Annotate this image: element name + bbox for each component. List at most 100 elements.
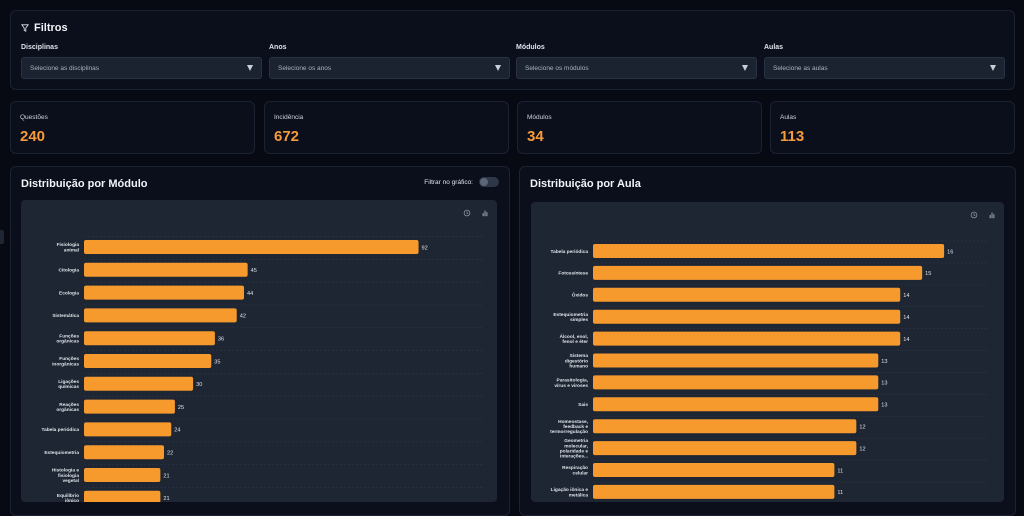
- filters-header: Filtros: [21, 22, 68, 34]
- bar-value-label: 13: [881, 359, 887, 365]
- category-label: Respiração celular: [562, 465, 588, 476]
- category-label: Parasitologia, vírus e viroses: [554, 378, 588, 389]
- bar[interactable]: [84, 240, 419, 254]
- filter-aulas: Aulas Selecione as aulas: [764, 44, 1005, 79]
- bar[interactable]: [84, 468, 161, 482]
- category-label: Sais: [578, 402, 588, 408]
- module-chart: 92 Fisiologia animal 45 Citologia 44 Ecologia 4…: [21, 200, 497, 502]
- category-label: Citologia: [58, 268, 79, 274]
- metric-card-modulos: Módulos 34: [517, 101, 762, 154]
- bar[interactable]: [84, 422, 172, 437]
- bar-value-label: 13: [881, 403, 887, 409]
- modulos-select[interactable]: Selecione os módulos: [516, 57, 757, 79]
- metric-card-incidencia: Incidência 672: [264, 101, 509, 154]
- bar-value-label: 15: [925, 271, 931, 277]
- filter-label: Módulos: [516, 44, 545, 51]
- bar-value-label: 45: [251, 268, 257, 274]
- module-distribution-panel: Distribuição por Módulo Filtrar no gráfi…: [10, 166, 510, 516]
- bar[interactable]: [593, 331, 901, 346]
- category-label: Histologia e fisiologia vegetal: [52, 468, 80, 484]
- bar-value-label: 21: [163, 473, 169, 479]
- bar-value-label: 11: [837, 490, 843, 496]
- bar[interactable]: [593, 441, 857, 456]
- bar-value-label: 21: [163, 496, 169, 502]
- category-label: Ligação iônica e metálica: [551, 487, 589, 498]
- history-icon[interactable]: [463, 209, 471, 217]
- bar[interactable]: [593, 244, 945, 258]
- category-label: Funções orgânicas: [56, 333, 79, 344]
- select-placeholder: Selecione os anos: [278, 64, 332, 72]
- anos-select[interactable]: Selecione os anos: [269, 57, 510, 79]
- category-label: Estequiometria simples: [553, 312, 588, 323]
- filter-label: Anos: [269, 44, 287, 51]
- bar[interactable]: [593, 265, 923, 280]
- category-label: Tabela periódica: [551, 249, 589, 255]
- select-placeholder: Selecione as disciplinas: [30, 64, 100, 72]
- bar-value-label: 24: [174, 428, 180, 434]
- category-label: Tabela periódica: [42, 427, 80, 433]
- bar[interactable]: [84, 376, 194, 391]
- category-label: Reações orgânicas: [56, 402, 79, 413]
- category-label: Funções inorgânicas: [52, 356, 79, 367]
- aula-chart: 16 Tabela periódica 15 Fotossíntese 14 Óxidos…: [531, 202, 1004, 502]
- bar[interactable]: [593, 484, 835, 499]
- bar[interactable]: [593, 353, 879, 368]
- bar-value-label: 16: [947, 249, 953, 255]
- bar-chart-icon[interactable]: [988, 211, 996, 219]
- category-label: Álcool, enol, fenol e éter: [559, 333, 588, 345]
- bar-value-label: 14: [903, 337, 909, 343]
- bar-value-label: 13: [881, 381, 887, 387]
- bar-value-label: 30: [196, 382, 202, 388]
- metric-value: 672: [274, 128, 300, 145]
- bar[interactable]: [84, 285, 244, 300]
- select-placeholder: Selecione os módulos: [525, 64, 589, 72]
- bar[interactable]: [593, 397, 879, 412]
- bar[interactable]: [84, 354, 212, 368]
- filter-disciplinas: Disciplinas Selecione as disciplinas: [21, 44, 262, 79]
- toggle-label: Filtrar no gráfico:: [424, 178, 473, 186]
- category-label: Homeostase, feedback e termorregulação: [550, 419, 589, 435]
- bar[interactable]: [593, 419, 857, 434]
- disciplinas-select[interactable]: Selecione as disciplinas: [21, 57, 262, 79]
- bar[interactable]: [593, 463, 835, 477]
- bar[interactable]: [84, 445, 164, 460]
- bar[interactable]: [84, 262, 248, 277]
- bar-chart-icon[interactable]: [481, 209, 489, 217]
- bar[interactable]: [84, 399, 175, 414]
- bar-value-label: 35: [214, 359, 220, 365]
- aulas-select[interactable]: Selecione as aulas: [764, 57, 1005, 79]
- metric-value: 34: [527, 128, 544, 145]
- metric-card-aulas: Aulas 113: [770, 101, 1015, 154]
- category-label: Estequiometria: [44, 450, 79, 456]
- bar[interactable]: [593, 287, 901, 302]
- bar-value-label: 14: [903, 315, 909, 321]
- chart-title: Distribuição por Aula: [530, 178, 641, 190]
- chart-filter-toggle[interactable]: [479, 177, 499, 187]
- bar[interactable]: [84, 490, 161, 502]
- chart-title: Distribuição por Módulo: [21, 178, 148, 190]
- bar[interactable]: [84, 331, 215, 346]
- filter-label: Aulas: [764, 44, 784, 51]
- bar[interactable]: [84, 308, 237, 323]
- bar-value-label: 14: [903, 293, 909, 299]
- toggle-knob: [480, 178, 488, 186]
- chart-filter-toggle-group: Filtrar no gráfico:: [424, 177, 499, 187]
- chart-toolbar: [970, 211, 996, 219]
- bar-value-label: 36: [218, 337, 224, 343]
- bar-value-label: 42: [240, 314, 246, 320]
- filter-label: Disciplinas: [21, 44, 58, 51]
- caret-down-icon: [495, 65, 501, 71]
- aula-bar-chart: 16 Tabela periódica 15 Fotossíntese 14 Óxidos…: [550, 240, 988, 499]
- caret-down-icon: [742, 65, 748, 71]
- filters-panel: Filtros Disciplinas Selecione as discipl…: [10, 10, 1015, 90]
- history-icon[interactable]: [970, 211, 978, 219]
- category-label: Equilíbrio iônico: [57, 493, 79, 502]
- bar-value-label: 92: [422, 245, 428, 251]
- bar[interactable]: [593, 375, 879, 390]
- metric-value: 113: [780, 128, 805, 145]
- bar[interactable]: [593, 309, 901, 324]
- bar-value-label: 22: [167, 451, 173, 457]
- sidebar-collapse-handle[interactable]: [0, 230, 4, 244]
- category-label: Fotossíntese: [558, 271, 588, 277]
- filter-anos: Anos Selecione os anos: [269, 44, 510, 79]
